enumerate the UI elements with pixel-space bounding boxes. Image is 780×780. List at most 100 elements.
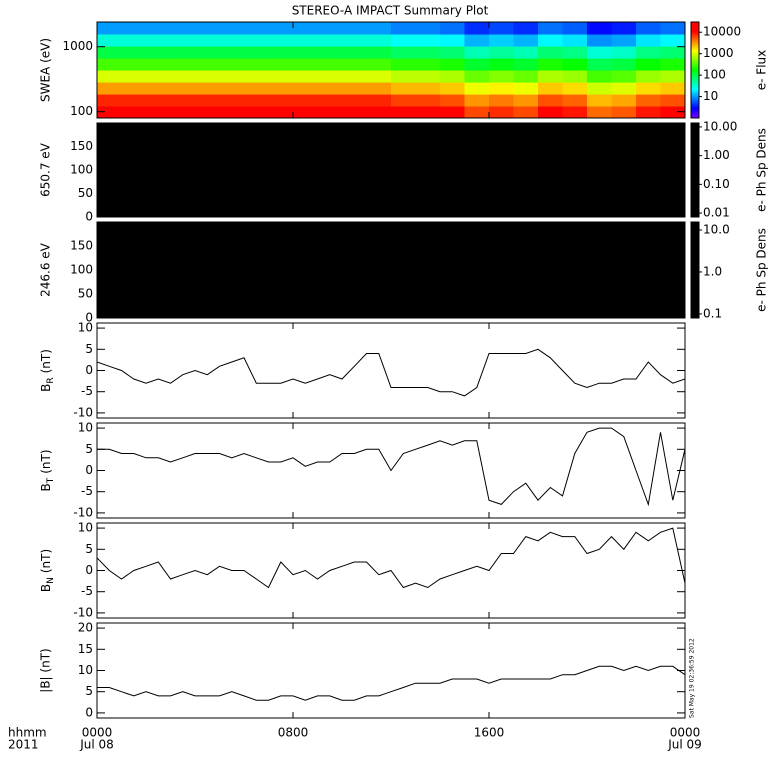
spectrogram-empty	[97, 123, 685, 217]
spectrogram-cell	[195, 34, 220, 47]
y-tick-label: 20	[78, 621, 93, 635]
spectrogram-cell	[121, 94, 147, 107]
spectrogram-cell	[170, 34, 196, 47]
label-main: B	[39, 384, 53, 392]
spectrogram-cell	[121, 106, 147, 118]
spectrogram-cell	[660, 46, 685, 59]
spectrogram-cell	[317, 94, 343, 107]
spectrogram-cell	[293, 94, 318, 107]
colorbar-label: e- Flux	[755, 50, 769, 90]
spectrogram-cell	[391, 22, 416, 35]
spectrogram-cell	[268, 58, 294, 71]
x-tick-label: 0000	[670, 726, 701, 740]
spectrogram-cell	[538, 106, 563, 118]
y-tick-label: 5	[85, 542, 93, 556]
spectrogram-cell	[513, 34, 539, 47]
colorbar-label: e- Ph Sp Dens	[755, 128, 769, 212]
colorbar-tick-label: 1000	[703, 46, 734, 60]
y-axis-label: BR (nT)	[39, 349, 56, 392]
y-tick-label: 10	[78, 521, 93, 535]
spectrogram-cell	[293, 106, 318, 118]
spectrogram-cell	[317, 82, 343, 95]
spectrogram-cell	[268, 34, 294, 47]
spectrogram-cell	[121, 22, 147, 35]
y-tick-label: 5	[85, 684, 93, 698]
spectrogram-cell	[244, 58, 269, 71]
spectrogram-cell	[170, 106, 196, 118]
spectrogram-cell	[440, 58, 465, 71]
spectrogram-cell	[146, 70, 171, 83]
spectrogram-cell	[121, 58, 147, 71]
spectrogram-cell	[268, 70, 294, 83]
spectrogram-cell	[97, 82, 122, 95]
spectrogram-cell	[366, 82, 392, 95]
spectrogram-cell	[146, 58, 171, 71]
panel	[97, 222, 685, 318]
spectrogram-cell	[391, 58, 416, 71]
spectrogram-cell	[660, 70, 685, 83]
spectrogram-cell	[538, 46, 563, 59]
spectrogram-cell	[342, 70, 367, 83]
spectrogram-cell	[415, 34, 441, 47]
spectrogram-cell	[391, 94, 416, 107]
spectrogram-cell	[489, 34, 514, 47]
colorbar-tick-label: 10.00	[703, 119, 737, 133]
spectrogram-cell	[489, 58, 514, 71]
spectrogram-cell	[244, 106, 269, 118]
panel	[97, 527, 685, 589]
spectrogram-cell	[587, 46, 612, 59]
spectrogram-cell	[97, 22, 122, 35]
spectrogram-cell	[170, 46, 196, 59]
spectrogram-cell	[513, 70, 539, 83]
spectrogram-cell	[611, 82, 637, 95]
spectrogram-cell	[195, 106, 220, 118]
spectrogram-cell	[513, 106, 539, 118]
y-tick-label: 0	[85, 563, 93, 577]
spectrogram-cell	[562, 58, 588, 71]
y-tick-label: -10	[73, 505, 93, 519]
spectrogram-cell	[562, 82, 588, 95]
spectrogram-cell	[317, 22, 343, 35]
spectrogram-cell	[440, 34, 465, 47]
spectrogram-cell	[489, 106, 514, 118]
spectrogram-cell	[513, 82, 539, 95]
spectrogram-cell	[562, 46, 588, 59]
spectrogram-cell	[342, 46, 367, 59]
spectrogram-cell	[587, 34, 612, 47]
spectrogram-cell	[293, 82, 318, 95]
spectrogram-cell	[415, 46, 441, 59]
spectrogram-cell	[293, 46, 318, 59]
y-axis-label: 246.6 eV	[39, 242, 53, 297]
spectrogram-cell	[219, 22, 245, 35]
spectrogram-cell	[317, 70, 343, 83]
y-tick-label: 0	[85, 210, 93, 224]
panel	[97, 427, 685, 507]
time-unit-label: hhmm	[8, 726, 47, 740]
label-main: B	[39, 584, 53, 592]
label-main: B	[39, 483, 53, 491]
colorbar-tick-label: 1.00	[703, 148, 730, 162]
y-axis-label: SWEA (eV)	[39, 38, 53, 102]
y-tick-label: 0	[85, 705, 93, 719]
spectrogram-cell	[464, 82, 490, 95]
spectrogram-cell	[366, 46, 392, 59]
panel	[97, 665, 685, 701]
spectrogram-cell	[219, 46, 245, 59]
spectrogram-cell	[440, 94, 465, 107]
spectrogram-cell	[440, 22, 465, 35]
spectrogram-cell	[440, 70, 465, 83]
spectrogram-cell	[440, 106, 465, 118]
spectrogram-cell	[513, 22, 539, 35]
spectrogram-cell	[170, 70, 196, 83]
spectrogram-cell	[244, 34, 269, 47]
spectrogram-cell	[660, 58, 685, 71]
spectrogram-cell	[464, 46, 490, 59]
spectrogram-cell	[489, 94, 514, 107]
spectrogram-cell	[636, 70, 661, 83]
spectrogram-cell	[97, 34, 122, 47]
colorbar-tick-label: 0.1	[703, 306, 722, 320]
colorbar	[690, 122, 700, 218]
spectrogram-cell	[97, 94, 122, 107]
spectrogram-cell	[146, 82, 171, 95]
